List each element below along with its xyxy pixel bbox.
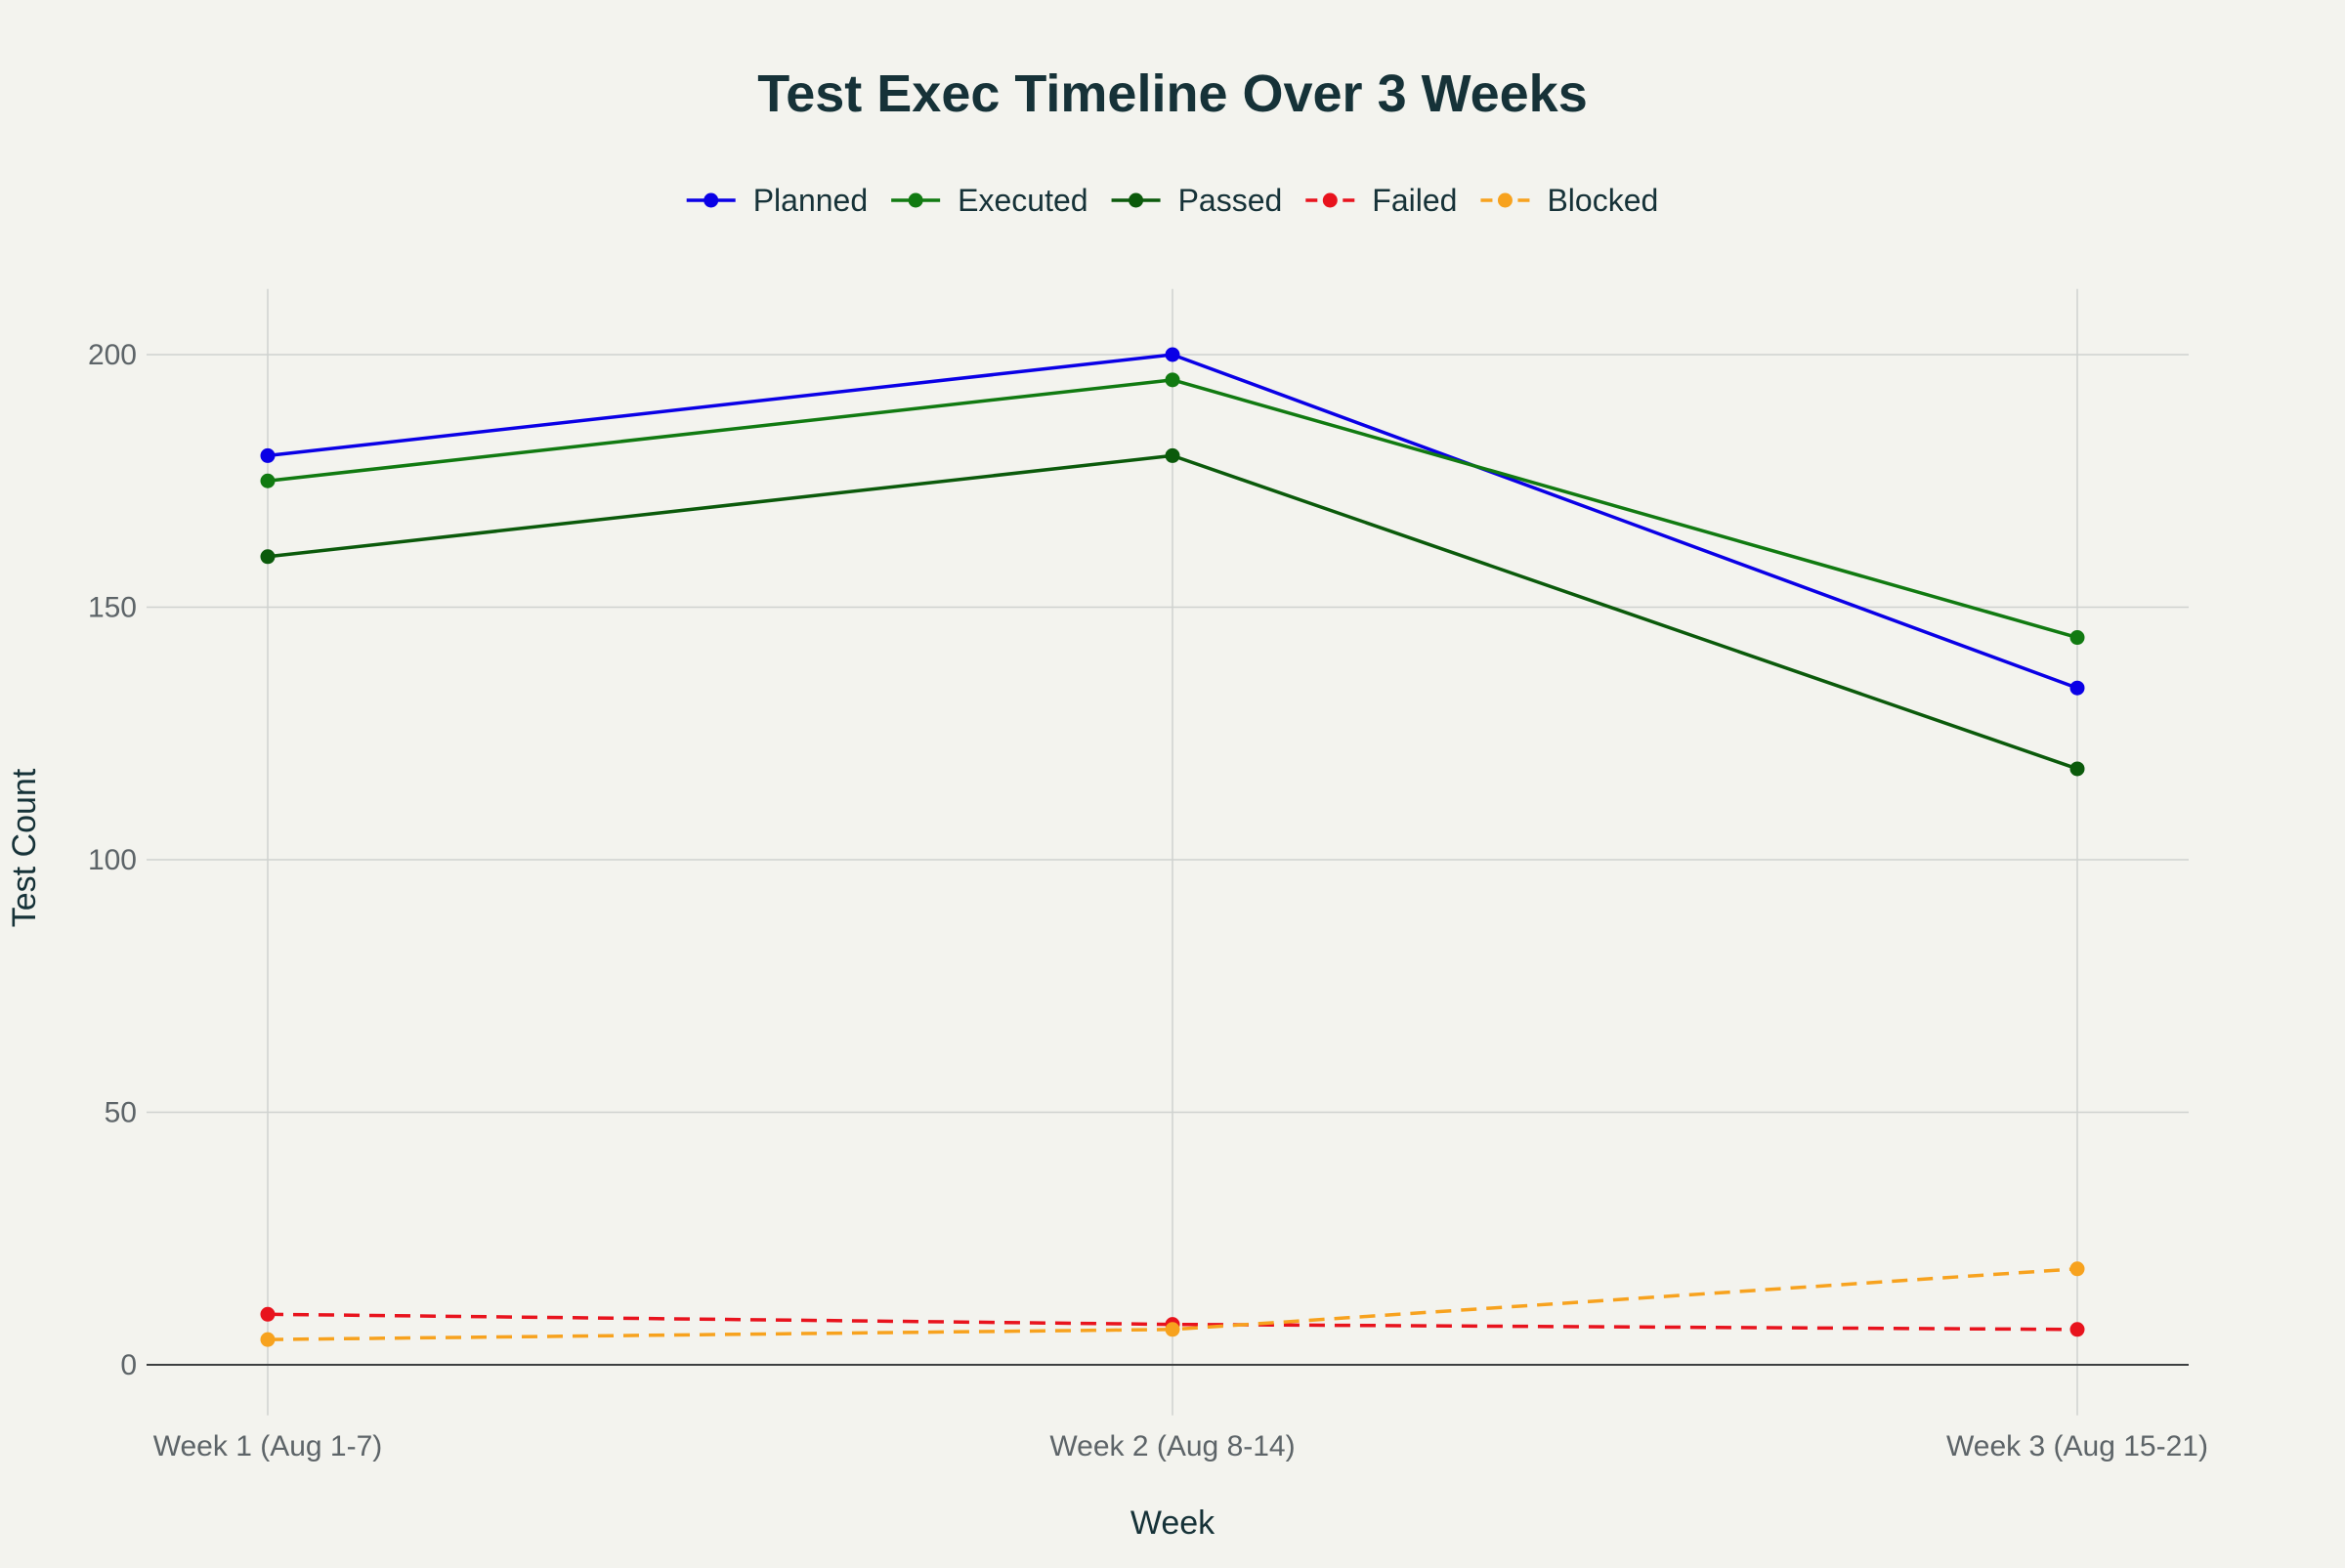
y-tick-label: 100	[88, 844, 137, 876]
legend-label: Planned	[753, 183, 868, 218]
series-line-failed	[267, 1312, 2078, 1332]
data-point-planned	[2069, 680, 2085, 696]
data-point-blocked	[2069, 1261, 2085, 1277]
series-points	[260, 347, 2085, 1347]
x-axis-label: Week	[1130, 1504, 1215, 1542]
series-line-blocked	[267, 1267, 2078, 1341]
y-tick-label: 50	[105, 1097, 137, 1129]
y-tick-label: 200	[88, 339, 137, 371]
legend: Planned Executed Passed Failed Blocked	[686, 183, 1658, 218]
data-point-failed	[2069, 1322, 2085, 1337]
legend-label: Blocked	[1547, 183, 1658, 218]
x-tick-label: Week 1 (Aug 1-7)	[153, 1430, 383, 1462]
data-point-planned	[1165, 347, 1180, 362]
data-point-planned	[260, 447, 276, 463]
x-tick-labels: Week 1 (Aug 1-7) Week 2 (Aug 8-14) Week 3 …	[153, 1430, 2208, 1462]
data-point-executed	[260, 473, 276, 488]
legend-swatch-marker	[1497, 192, 1513, 208]
y-tick-label: 0	[120, 1349, 137, 1381]
x-tick-label: Week 3 (Aug 15-21)	[1946, 1430, 2208, 1462]
data-point-executed	[1165, 372, 1180, 388]
legend-item-planned: Planned	[686, 183, 868, 218]
legend-item-executed: Executed	[891, 183, 1088, 218]
data-point-blocked	[260, 1332, 276, 1347]
legend-item-failed: Failed	[1305, 183, 1457, 218]
x-tick-label: Week 2 (Aug 8-14)	[1049, 1430, 1295, 1462]
legend-label: Executed	[958, 183, 1087, 218]
data-point-passed	[2069, 761, 2085, 777]
data-point-executed	[2069, 630, 2085, 646]
y-tick-labels: 0 50 100 150 200	[88, 339, 137, 1381]
data-point-passed	[260, 549, 276, 565]
legend-item-passed: Passed	[1111, 183, 1283, 218]
legend-swatch-marker	[1322, 192, 1338, 208]
legend-label: Passed	[1178, 183, 1283, 218]
y-tick-label: 150	[88, 592, 137, 624]
y-axis-label: Test Count	[6, 768, 43, 927]
legend-item-blocked: Blocked	[1480, 183, 1658, 218]
data-point-passed	[1165, 447, 1180, 463]
legend-swatch-marker	[704, 192, 719, 208]
legend-swatch-marker	[1129, 192, 1144, 208]
data-point-failed	[260, 1306, 276, 1322]
legend-swatch-marker	[908, 192, 923, 208]
chart-title: Test Exec Timeline Over 3 Weeks	[757, 64, 1587, 123]
legend-label: Failed	[1372, 183, 1457, 218]
data-point-blocked	[1165, 1322, 1180, 1337]
